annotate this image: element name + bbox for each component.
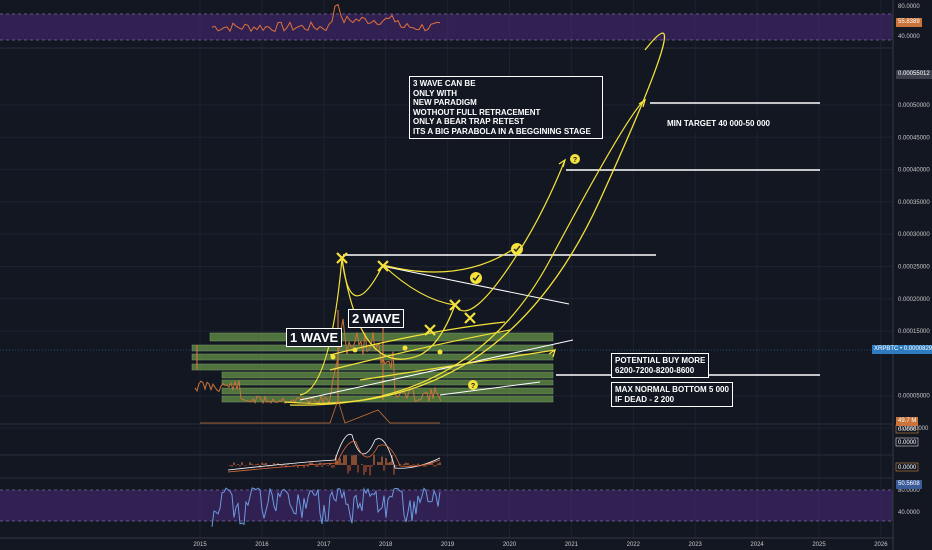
macd-tick-box bbox=[895, 437, 919, 447]
macd-signal-line bbox=[227, 441, 441, 473]
question-marker bbox=[570, 154, 580, 164]
arrow-head bbox=[558, 158, 567, 168]
rsi-tick-label: 40.0000 bbox=[898, 510, 920, 516]
price-tick-label: 0.00025000 bbox=[898, 265, 930, 271]
wave-x-marker bbox=[464, 312, 476, 324]
year-label-2020: 2020 bbox=[503, 542, 517, 548]
support-zone bbox=[221, 379, 554, 386]
year-label-2025: 2025 bbox=[812, 542, 826, 548]
macd-tick-label: 0.0000 bbox=[898, 440, 917, 446]
price-series bbox=[194, 318, 442, 405]
wave-x-marker bbox=[336, 252, 348, 264]
channel-line bbox=[359, 349, 556, 381]
macd-tick-label: 0.0000 bbox=[898, 427, 917, 433]
wave-x-marker bbox=[449, 299, 461, 311]
top-indicator-line bbox=[211, 3, 441, 33]
price-tick-label: 0.00035000 bbox=[898, 200, 930, 206]
bottom-label: MAX NORMAL BOTTOM 5 000 IF DEAD - 2 200 bbox=[611, 382, 733, 407]
macd-tick-box bbox=[895, 462, 919, 472]
check-icon bbox=[472, 274, 480, 281]
support-zone bbox=[221, 387, 554, 395]
price-tick-label: 0.00050000 bbox=[898, 103, 930, 109]
rsi-tag: 50.5608 bbox=[896, 480, 922, 489]
price-tick-label: 0.00045000 bbox=[898, 135, 930, 141]
wave-path bbox=[299, 257, 456, 396]
year-label-2019: 2019 bbox=[441, 542, 455, 548]
bottom-trend-line bbox=[439, 381, 541, 396]
question-mark-text: ? bbox=[573, 157, 577, 164]
parabola-curve-inner bbox=[289, 99, 646, 406]
price-tick-label: 0.00030000 bbox=[898, 232, 930, 238]
volume-tag: 49.7 M bbox=[896, 417, 919, 426]
rsi-band bbox=[0, 490, 893, 521]
arrow-head bbox=[548, 348, 557, 358]
wave1-label: 1 WAVE bbox=[286, 328, 343, 347]
macd-tick-label: 0.0000 bbox=[898, 465, 917, 471]
support-zone bbox=[209, 332, 554, 342]
support-zone bbox=[221, 371, 554, 379]
rsi-tick-label: 80.0000 bbox=[898, 488, 920, 494]
macd-line bbox=[227, 433, 441, 471]
wave-x-marker bbox=[377, 260, 389, 272]
wave-dot bbox=[402, 345, 408, 351]
year-label-2026: 2026 bbox=[874, 542, 888, 548]
wave3-note: 3 WAVE CAN BE ONLY WITH NEW PARADIGM WOT… bbox=[409, 76, 603, 139]
price-tick-label: 0.00040000 bbox=[898, 168, 930, 174]
rsi-line bbox=[211, 487, 441, 527]
year-label-2021: 2021 bbox=[565, 542, 579, 548]
top-indicator-tick: 80.0000 bbox=[898, 4, 920, 10]
question-marker bbox=[468, 380, 478, 390]
price-tick-label: 0.00015000 bbox=[898, 329, 930, 335]
year-label-2017: 2017 bbox=[317, 542, 331, 548]
year-label-2015: 2015 bbox=[193, 542, 207, 548]
wave-dot bbox=[330, 354, 336, 360]
top-indicator-band bbox=[0, 14, 893, 40]
current-price-tag: XRPBTC • 0.00008294 bbox=[872, 345, 932, 354]
year-label-2023: 2023 bbox=[689, 542, 703, 548]
channel-line bbox=[329, 329, 511, 371]
year-label-2024: 2024 bbox=[750, 542, 764, 548]
year-label-2022: 2022 bbox=[627, 542, 641, 548]
price-tick-label: 0.00020000 bbox=[898, 297, 930, 303]
wave-arc bbox=[382, 247, 516, 273]
volume-line bbox=[200, 398, 440, 424]
wave2-label: 2 WAVE bbox=[348, 309, 405, 328]
resistance-trend-line bbox=[381, 265, 570, 305]
year-label-2016: 2016 bbox=[255, 542, 269, 548]
year-label-2018: 2018 bbox=[379, 542, 393, 548]
indicator-top-tag: 55.8389 bbox=[896, 18, 922, 27]
wave-dot bbox=[437, 349, 443, 355]
parabola-curve bbox=[284, 32, 666, 404]
support-trend-line bbox=[299, 339, 574, 401]
support-zone bbox=[191, 363, 554, 371]
wave-dot bbox=[352, 347, 358, 353]
price-tick-label: 0.00005000 bbox=[898, 394, 930, 400]
buy-more-label: POTENTIAL BUY MORE 6200-7200-8200-8600 bbox=[611, 353, 710, 378]
min-target-label: MIN TARGET 40 000-50 000 bbox=[664, 117, 774, 131]
price-tick-label: -0.0000000 bbox=[898, 426, 929, 432]
wave-x-marker bbox=[424, 324, 436, 336]
check-icon bbox=[513, 245, 521, 252]
price-top-tag: 0.00055012 bbox=[896, 70, 932, 79]
question-mark-text: ? bbox=[471, 383, 475, 390]
top-indicator-tick: 40.0000 bbox=[898, 34, 920, 40]
arrow-head bbox=[638, 98, 647, 108]
